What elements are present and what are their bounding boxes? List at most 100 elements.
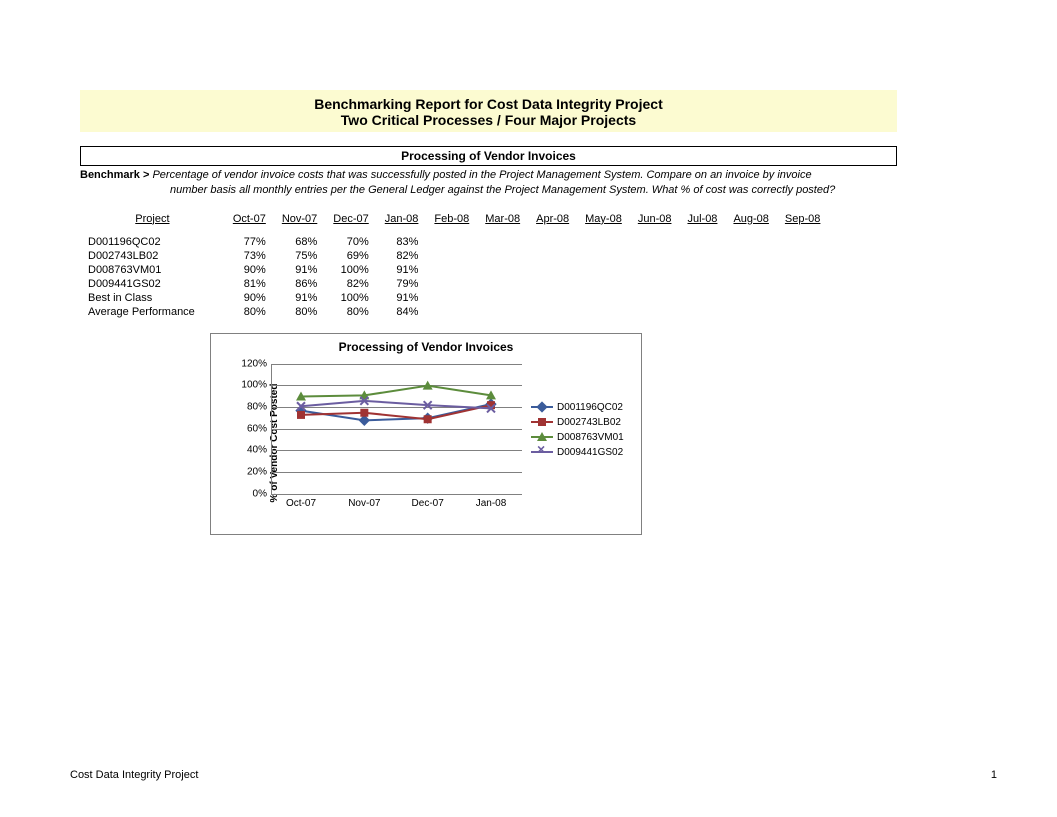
row-label: D002743LB02 <box>80 249 225 263</box>
table-cell <box>777 263 828 277</box>
table-cell <box>528 249 577 263</box>
chart-y-tick: 0% <box>253 488 267 499</box>
table-cell: 91% <box>274 291 325 305</box>
table-cell <box>426 291 477 305</box>
legend-label: D008763VM01 <box>557 432 624 443</box>
table-row: D008763VM0190%91%100%91% <box>80 263 828 277</box>
chart-y-tick: 100% <box>241 380 267 391</box>
table-cell <box>477 263 528 277</box>
legend-label: D002743LB02 <box>557 417 621 428</box>
table-cell <box>725 277 776 291</box>
table-cell <box>777 291 828 305</box>
benchmark-data-table: ProjectOct-07Nov-07Dec-07Jan-08Feb-08Mar… <box>80 213 828 319</box>
table-cell <box>679 249 725 263</box>
table-cell <box>528 291 577 305</box>
table-cell: 100% <box>325 263 376 277</box>
table-cell <box>528 305 577 319</box>
table-column-header: May-08 <box>577 213 630 235</box>
chart-y-tick: 60% <box>247 423 267 434</box>
table-cell <box>577 235 630 249</box>
table-cell <box>777 249 828 263</box>
table-cell <box>426 263 477 277</box>
chart-y-tick: 80% <box>247 402 267 413</box>
table-column-header: Jun-08 <box>630 213 680 235</box>
table-cell <box>630 235 680 249</box>
legend-item: D002743LB02 <box>531 417 624 428</box>
table-cell <box>528 263 577 277</box>
table-cell <box>630 291 680 305</box>
table-cell: 91% <box>274 263 325 277</box>
table-cell <box>577 249 630 263</box>
vendor-invoice-chart: Processing of Vendor Invoices % of Vendo… <box>210 333 642 535</box>
table-column-header: Nov-07 <box>274 213 325 235</box>
chart-lines <box>271 364 521 494</box>
legend-label: D009441GS02 <box>557 447 623 458</box>
table-cell <box>630 277 680 291</box>
table-cell: 91% <box>377 263 427 277</box>
table-column-header: Dec-07 <box>325 213 376 235</box>
row-label: D008763VM01 <box>80 263 225 277</box>
table-column-header: Sep-08 <box>777 213 828 235</box>
table-cell <box>777 277 828 291</box>
page-footer: Cost Data Integrity Project 1 <box>70 769 997 781</box>
table-cell <box>679 277 725 291</box>
table-column-header: Aug-08 <box>725 213 776 235</box>
table-cell: 79% <box>377 277 427 291</box>
table-cell <box>477 277 528 291</box>
table-cell <box>577 263 630 277</box>
row-label: D009441GS02 <box>80 277 225 291</box>
table-cell: 83% <box>377 235 427 249</box>
table-column-header: Feb-08 <box>426 213 477 235</box>
table-cell <box>725 263 776 277</box>
row-label: Average Performance <box>80 305 225 319</box>
table-cell: 82% <box>377 249 427 263</box>
table-cell <box>528 235 577 249</box>
table-cell <box>528 277 577 291</box>
section-header: Processing of Vendor Invoices <box>80 146 897 166</box>
table-cell <box>630 249 680 263</box>
table-cell <box>777 305 828 319</box>
table-row: D009441GS0281%86%82%79% <box>80 277 828 291</box>
table-column-header: Project <box>80 213 225 235</box>
table-cell: 75% <box>274 249 325 263</box>
table-cell <box>725 235 776 249</box>
table-cell: 70% <box>325 235 376 249</box>
table-cell: 91% <box>377 291 427 305</box>
table-cell <box>679 305 725 319</box>
table-cell <box>630 263 680 277</box>
table-cell: 80% <box>225 305 274 319</box>
table-cell <box>777 235 828 249</box>
table-cell <box>426 305 477 319</box>
table-cell <box>426 277 477 291</box>
table-cell: 80% <box>274 305 325 319</box>
table-cell <box>426 235 477 249</box>
chart-y-tick: 20% <box>247 467 267 478</box>
report-title-line1: Benchmarking Report for Cost Data Integr… <box>80 96 897 112</box>
benchmark-text-line1: Percentage of vendor invoice costs that … <box>152 169 811 181</box>
table-cell: 73% <box>225 249 274 263</box>
table-cell: 77% <box>225 235 274 249</box>
table-cell <box>577 277 630 291</box>
table-cell <box>477 291 528 305</box>
table-cell: 90% <box>225 263 274 277</box>
benchmark-label: Benchmark > <box>80 169 152 181</box>
chart-title: Processing of Vendor Invoices <box>211 334 641 358</box>
table-row: D002743LB0273%75%69%82% <box>80 249 828 263</box>
table-cell: 69% <box>325 249 376 263</box>
chart-x-tick: Jan-08 <box>476 498 507 509</box>
chart-x-tick: Nov-07 <box>348 498 380 509</box>
table-cell: 90% <box>225 291 274 305</box>
table-cell: 84% <box>377 305 427 319</box>
row-label: D001196QC02 <box>80 235 225 249</box>
chart-x-tick: Oct-07 <box>286 498 316 509</box>
table-cell <box>577 305 630 319</box>
table-cell <box>630 305 680 319</box>
table-cell <box>477 249 528 263</box>
table-cell <box>477 305 528 319</box>
table-cell: 80% <box>325 305 376 319</box>
table-cell: 86% <box>274 277 325 291</box>
legend-item: D009441GS02 <box>531 447 624 458</box>
chart-y-tick: 40% <box>247 445 267 456</box>
table-column-header: Oct-07 <box>225 213 274 235</box>
table-cell <box>426 249 477 263</box>
